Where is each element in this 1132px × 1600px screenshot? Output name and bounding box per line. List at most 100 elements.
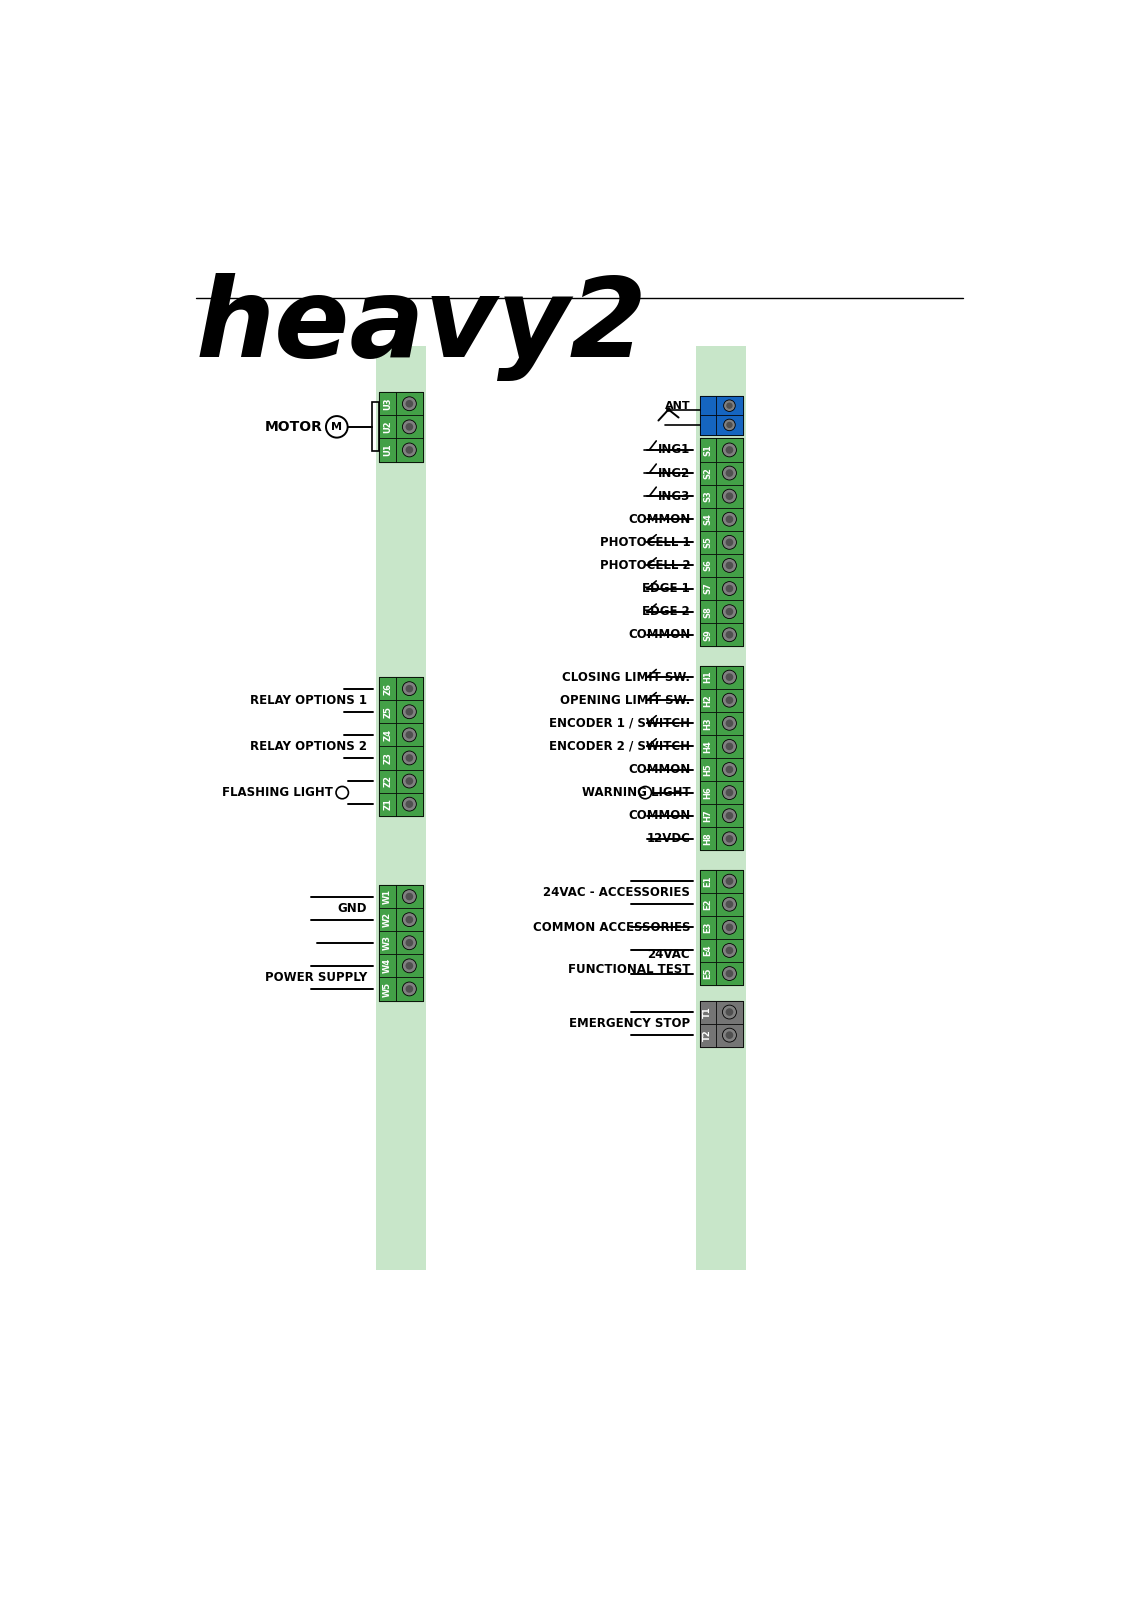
Circle shape	[402, 443, 417, 458]
Bar	[396, 885, 423, 909]
Text: EDGE 2: EDGE 2	[643, 605, 691, 618]
Bar	[376, 346, 426, 1270]
Bar	[717, 893, 743, 915]
Circle shape	[402, 936, 417, 950]
Circle shape	[722, 490, 737, 502]
Text: H6: H6	[703, 786, 712, 798]
Text: H3: H3	[703, 717, 712, 730]
Text: H7: H7	[703, 810, 712, 822]
Bar	[396, 392, 423, 416]
Text: 12VDC: 12VDC	[646, 832, 691, 845]
Bar	[700, 438, 743, 646]
Bar	[379, 701, 396, 723]
Text: H8: H8	[703, 832, 712, 845]
Circle shape	[726, 1008, 734, 1016]
Circle shape	[402, 682, 417, 696]
Text: heavy2: heavy2	[196, 274, 648, 381]
Circle shape	[726, 515, 734, 523]
Bar	[717, 485, 743, 507]
Bar	[396, 770, 423, 792]
Circle shape	[726, 720, 734, 726]
Text: FLASHING LIGHT: FLASHING LIGHT	[222, 786, 333, 798]
Bar	[379, 723, 396, 746]
Bar	[717, 578, 743, 600]
Circle shape	[722, 466, 737, 480]
Bar	[396, 723, 423, 746]
Bar	[379, 770, 396, 792]
Circle shape	[726, 923, 734, 931]
Text: S9: S9	[703, 629, 712, 640]
Text: T2: T2	[703, 1029, 712, 1042]
Text: ING2: ING2	[658, 467, 691, 480]
Circle shape	[405, 400, 413, 408]
Bar	[379, 909, 396, 931]
Bar	[379, 438, 396, 461]
Bar	[700, 712, 717, 734]
Text: COMMON: COMMON	[628, 629, 691, 642]
Circle shape	[405, 731, 413, 739]
Circle shape	[402, 958, 417, 973]
Text: U1: U1	[383, 443, 392, 456]
Circle shape	[402, 397, 417, 411]
Bar	[396, 677, 423, 701]
Circle shape	[726, 811, 734, 819]
Bar	[717, 1000, 743, 1024]
Text: EDGE 1: EDGE 1	[643, 582, 691, 595]
Text: U3: U3	[383, 397, 392, 410]
Bar	[396, 954, 423, 978]
Bar	[700, 781, 717, 805]
Bar	[700, 870, 717, 893]
Circle shape	[402, 750, 417, 765]
Text: ANT: ANT	[664, 400, 691, 411]
Circle shape	[405, 754, 413, 762]
Text: H4: H4	[703, 741, 712, 752]
Bar	[700, 1000, 717, 1024]
Circle shape	[722, 786, 737, 800]
Circle shape	[402, 982, 417, 995]
Text: W5: W5	[383, 981, 392, 997]
Circle shape	[726, 742, 734, 750]
Circle shape	[726, 539, 734, 546]
Bar	[717, 688, 743, 712]
Circle shape	[726, 789, 734, 797]
Bar	[717, 1024, 743, 1046]
Circle shape	[722, 763, 737, 776]
Circle shape	[722, 536, 737, 549]
Text: 24VAC - ACCESSORIES: 24VAC - ACCESSORIES	[543, 886, 691, 899]
Circle shape	[726, 835, 734, 843]
Text: W3: W3	[383, 936, 392, 950]
Circle shape	[722, 966, 737, 981]
Text: ENCODER 1 / SWITCH: ENCODER 1 / SWITCH	[549, 717, 691, 730]
Circle shape	[722, 832, 737, 846]
Circle shape	[402, 774, 417, 787]
Bar	[700, 758, 717, 781]
Bar	[700, 893, 717, 915]
Circle shape	[722, 582, 737, 595]
Text: Z3: Z3	[383, 752, 392, 763]
Circle shape	[726, 630, 734, 638]
Bar	[379, 677, 423, 816]
Circle shape	[402, 706, 417, 718]
Bar	[396, 792, 423, 816]
Circle shape	[405, 446, 413, 454]
Text: POWER SUPPLY: POWER SUPPLY	[265, 971, 367, 984]
Circle shape	[726, 674, 734, 682]
Bar	[700, 962, 717, 986]
Text: 24VAC
FUNCTIONAL TEST: 24VAC FUNCTIONAL TEST	[568, 947, 691, 976]
Circle shape	[405, 685, 413, 693]
Circle shape	[726, 1032, 734, 1038]
Text: PHOTOCELL 1: PHOTOCELL 1	[600, 536, 691, 549]
Text: RELAY OPTIONS 2: RELAY OPTIONS 2	[250, 739, 367, 754]
Bar	[379, 954, 396, 978]
Text: ENCODER 2 / SWITCH: ENCODER 2 / SWITCH	[549, 739, 691, 754]
Bar	[717, 624, 743, 646]
Circle shape	[405, 778, 413, 786]
Circle shape	[722, 898, 737, 910]
Bar	[717, 962, 743, 986]
Text: COMMON: COMMON	[628, 512, 691, 526]
Bar	[396, 931, 423, 954]
Bar	[717, 805, 743, 827]
Text: M: M	[332, 422, 342, 432]
Circle shape	[722, 739, 737, 754]
Bar	[717, 554, 743, 578]
